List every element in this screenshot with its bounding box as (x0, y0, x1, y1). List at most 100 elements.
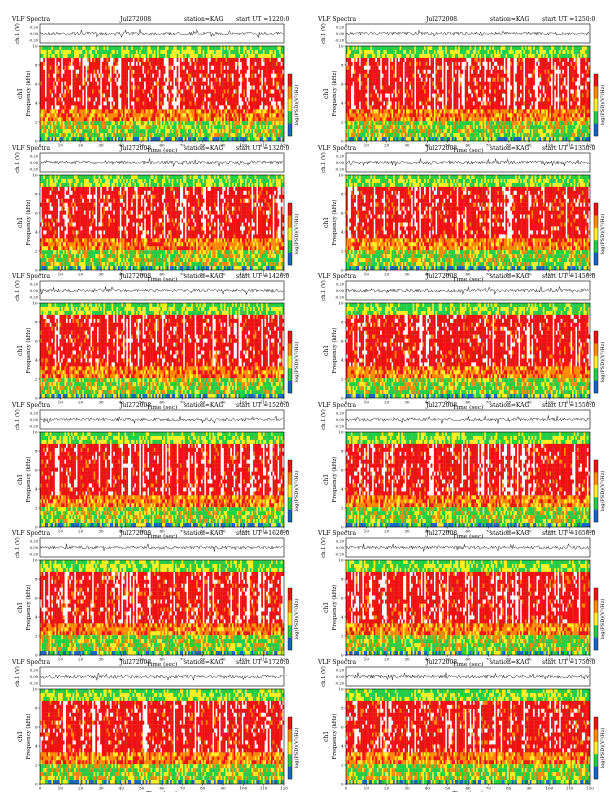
spectrogram-cells (40, 688, 285, 784)
colorbar-segment (594, 214, 598, 228)
time-tick-label: 10 (58, 785, 64, 790)
time-tick-label: 30 (404, 400, 410, 405)
freq-tick-label: 4 (341, 229, 344, 234)
time-tick-label: 80 (506, 271, 512, 276)
trace-ytick-label: 0.00 (30, 289, 39, 293)
trace-line (345, 157, 590, 167)
time-tick-label: 80 (506, 400, 512, 405)
colorbar-segment (288, 74, 292, 87)
panel-station: station=KAG (184, 16, 223, 23)
time-tick-label: 50 (445, 400, 451, 405)
freq-tick-label: 4 (341, 614, 344, 619)
time-axis-label: Time (sec) (147, 147, 178, 154)
time-tick-label: 120 (280, 400, 288, 405)
freq-tick-label: 6 (341, 595, 344, 600)
time-tick-label: 70 (180, 785, 186, 790)
spectrogram-cells (346, 688, 591, 784)
panel-start-time: start UT =1320:0 (236, 145, 290, 152)
time-tick-label: 110 (566, 528, 574, 533)
trace-ylabel: ch.1 (V) (14, 666, 21, 687)
time-tick-label: 70 (180, 143, 186, 148)
trace-ylabel: ch.1 (V) (320, 23, 327, 44)
time-tick-label: 10 (364, 657, 370, 662)
time-axis-label: Time (sec) (453, 404, 484, 411)
time-tick-label: 0 (345, 143, 348, 148)
trace-ytick-label: -0.20 (29, 295, 39, 299)
trace-ytick-label: 0.20 (30, 539, 39, 543)
freq-tick-label: 2 (341, 505, 344, 510)
colorbar-frame (287, 202, 293, 265)
spectrogram-ylabel: Frequency (kHz) (331, 585, 338, 631)
colorbar-segment (594, 227, 598, 240)
time-tick-label: 0 (345, 785, 348, 790)
time-tick-label: 70 (180, 528, 186, 533)
time-tick-label: 60 (159, 143, 165, 148)
time-tick-label: 60 (159, 271, 165, 276)
trace-frame (39, 409, 285, 429)
trace-ytick-label: 0.20 (336, 411, 345, 415)
colorbar-segment (288, 625, 292, 638)
colorbar-frame (593, 716, 599, 779)
colorbar-label: log(PSD)(V²/Hz) (599, 85, 606, 126)
trace-line (345, 671, 590, 680)
freq-tick-label: 2 (35, 376, 38, 381)
time-tick-label: 0 (39, 143, 42, 148)
freq-tick-label: 10 (32, 300, 38, 305)
trace-frame (345, 23, 591, 44)
freq-tick-label: 8 (35, 705, 38, 710)
time-tick-label: 70 (180, 657, 186, 662)
colorbar-label: log(PSD)(V²/Hz) (293, 727, 300, 768)
time-tick-label: 50 (139, 271, 145, 276)
trace-ylabel: ch.1 (V) (320, 280, 327, 301)
time-tick-label: 10 (58, 271, 64, 276)
time-tick-label: 0 (39, 400, 42, 405)
time-tick-label: 20 (384, 143, 390, 148)
time-tick-label: 60 (465, 400, 471, 405)
trace-line (39, 414, 284, 424)
trace-ytick-label: 0.00 (30, 160, 39, 164)
time-tick-label: 0 (39, 657, 42, 662)
time-tick-label: 0 (345, 528, 348, 533)
panel-date: Jul272008 (119, 402, 151, 409)
time-tick-label: 30 (98, 400, 104, 405)
trace-ylabel: ch.1 (V) (14, 152, 21, 173)
time-tick-label: 0 (39, 785, 42, 790)
colorbar-frame (287, 716, 293, 779)
freq-tick-label: 6 (341, 467, 344, 472)
trace-ytick-label: 0.20 (30, 25, 39, 29)
colorbar-segment (288, 588, 292, 601)
colorbar-label: log(PSD)(V²/Hz) (599, 213, 606, 254)
spectrogram-ylabel: Frequency (kHz) (25, 456, 32, 502)
time-tick-label: 90 (526, 143, 532, 148)
trace-ytick-label: 0.20 (336, 25, 345, 29)
trace-ytick-label: -0.20 (335, 681, 345, 685)
spectrogram-ylabel-prefix: ch1 (323, 88, 330, 99)
panel-date: Jul272008 (425, 16, 457, 23)
panel-start-time: start UT =1220:0 (236, 16, 290, 23)
time-tick-label: 50 (139, 143, 145, 148)
time-tick-label: 80 (200, 657, 206, 662)
colorbar-segment (288, 459, 292, 473)
colorbar-segment (594, 343, 598, 356)
colorbar-segment (594, 753, 598, 767)
colorbar-segment (594, 86, 598, 99)
time-tick-label: 110 (260, 785, 268, 790)
freq-tick-label: 6 (35, 724, 38, 729)
freq-tick-label: 2 (35, 248, 38, 253)
spectrogram-ylabel: Frequency (kHz) (331, 199, 338, 245)
colorbar-segment (594, 355, 598, 369)
time-tick-label: 30 (404, 143, 410, 148)
time-tick-label: 100 (546, 143, 554, 148)
time-axis-label: Time (sec) (453, 147, 484, 154)
time-tick-label: 100 (240, 271, 248, 276)
trace-line (39, 158, 284, 167)
trace-frame (345, 409, 591, 429)
panel-title: VLF Spectra (11, 273, 51, 280)
colorbar-segment (594, 588, 598, 601)
panel-station: station=KAG (184, 402, 223, 409)
time-tick-label: 120 (586, 143, 594, 148)
time-tick-label: 10 (58, 143, 64, 148)
time-tick-label: 80 (506, 657, 512, 662)
spectrogram-cells (346, 46, 591, 142)
trace-ytick-label: 0.00 (30, 546, 39, 550)
